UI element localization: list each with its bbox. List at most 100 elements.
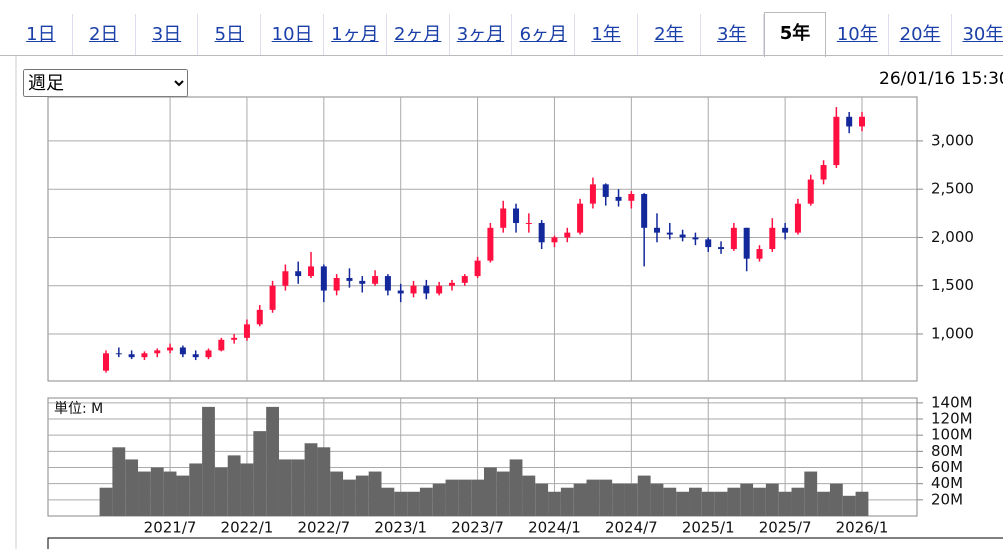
candle-body <box>859 116 865 127</box>
candle-body <box>243 324 250 338</box>
volume-bar <box>432 483 446 516</box>
volume-bar <box>202 406 215 516</box>
tab[interactable]: 20年 <box>889 14 952 56</box>
tab[interactable]: 3ヶ月 <box>450 14 513 56</box>
candle-body <box>730 227 737 250</box>
candle-body <box>231 337 238 340</box>
x-tick-label: 2023/7 <box>451 519 504 537</box>
volume-plot <box>47 397 918 517</box>
volume-bar <box>458 479 472 516</box>
volume-bar <box>817 491 830 516</box>
candle-body <box>192 354 199 358</box>
y-tick-label: 1,000 <box>931 324 974 342</box>
volume-bar <box>612 483 625 516</box>
tab[interactable]: 2日 <box>73 14 136 56</box>
volume-bar <box>253 431 267 516</box>
tab[interactable]: 6ヶ月 <box>512 14 576 56</box>
candle-body <box>205 350 212 358</box>
candle-body <box>359 280 366 284</box>
candle-body <box>782 227 789 233</box>
candle-body <box>256 309 263 325</box>
volume-bar <box>522 475 536 516</box>
volume-bar <box>778 491 792 516</box>
tab[interactable]: 3年 <box>701 14 764 56</box>
period-select[interactable]: 週足 <box>23 69 188 97</box>
volume-bar <box>663 487 677 516</box>
volume-bar <box>791 487 805 516</box>
candle-body <box>461 276 468 283</box>
candle-body <box>794 203 801 233</box>
y-tick-label: 2,000 <box>931 228 974 246</box>
candle-body <box>115 353 122 355</box>
candle-body <box>525 222 532 224</box>
tab[interactable]: 1ヶ月 <box>324 14 387 56</box>
candle-body <box>269 285 276 310</box>
candle-body <box>807 179 814 204</box>
volume-bar <box>753 487 766 516</box>
candle-body <box>448 282 455 286</box>
volume-bar <box>701 491 715 516</box>
volume-bar <box>394 491 408 516</box>
candle-body <box>551 237 558 243</box>
y-tick-label: 100M <box>931 426 973 444</box>
volume-bar <box>227 455 241 516</box>
volume-bar <box>99 487 113 516</box>
y-tick-label: 60M <box>931 458 963 476</box>
candle-body <box>769 227 776 250</box>
volume-bar <box>266 406 279 516</box>
tab-bar: 1日 2日 3日 5日 10日 1ヶ月 2ヶ月 3ヶ月 6ヶ月 1年 2年 3年 5年 10年 20年 30年 <box>0 0 1003 57</box>
tab[interactable]: 2年 <box>638 14 701 56</box>
candle-body <box>615 196 622 201</box>
volume-bar <box>278 459 292 516</box>
volume-bar <box>214 467 228 516</box>
volume-bar <box>381 487 395 516</box>
x-tick-label: 2022/1 <box>221 519 274 537</box>
volume-bar <box>496 471 510 516</box>
volume-bar <box>368 471 382 516</box>
candle-body <box>308 266 315 277</box>
volume-bar <box>317 447 331 516</box>
y-tick-label: 40M <box>931 474 963 492</box>
candle-body <box>372 276 379 284</box>
tab[interactable]: 1年 <box>575 14 638 56</box>
volume-bar <box>509 459 523 516</box>
volume-bar <box>714 491 728 516</box>
y-tick-label: 2,500 <box>931 180 974 198</box>
candle-body <box>410 285 417 294</box>
unit-label: 単位: M <box>54 401 103 417</box>
candle-body <box>295 271 302 277</box>
volume-bar <box>804 471 818 516</box>
tab[interactable]: 3日 <box>136 14 199 56</box>
tab[interactable]: 1日 <box>10 14 73 56</box>
volume-bar <box>343 479 356 516</box>
volume-bar <box>150 467 164 516</box>
volume-bar <box>330 471 344 516</box>
volume-bar <box>842 495 856 516</box>
volume-bar <box>240 463 254 516</box>
candle-body <box>346 277 353 281</box>
tab[interactable]: 5日 <box>198 14 262 56</box>
volume-bar <box>855 491 869 516</box>
candle-body <box>705 239 712 248</box>
volume-bar <box>445 479 459 516</box>
y-tick-label: 3,000 <box>931 131 974 149</box>
candle-body <box>487 227 494 261</box>
y-tick-label: 80M <box>931 442 963 460</box>
volume-bar <box>650 483 664 516</box>
tab[interactable]: 10日 <box>261 14 324 56</box>
x-tick-label: 2022/7 <box>297 519 350 537</box>
tab[interactable]: 10年 <box>826 14 890 56</box>
candle-body <box>692 237 699 240</box>
volume-bar <box>112 447 126 516</box>
volume-bar <box>689 487 702 516</box>
tab[interactable]: 5年 <box>763 12 827 57</box>
tab-underline <box>0 55 1003 56</box>
volume-bar <box>125 459 139 516</box>
candle-body <box>474 260 481 277</box>
tab[interactable]: 2ヶ月 <box>387 14 450 56</box>
x-tick-label: 2025/1 <box>682 519 735 537</box>
tab[interactable]: 30年 <box>952 14 1003 56</box>
candle-body <box>500 208 507 228</box>
volume-bar <box>304 443 318 516</box>
volume-bar <box>484 467 497 516</box>
